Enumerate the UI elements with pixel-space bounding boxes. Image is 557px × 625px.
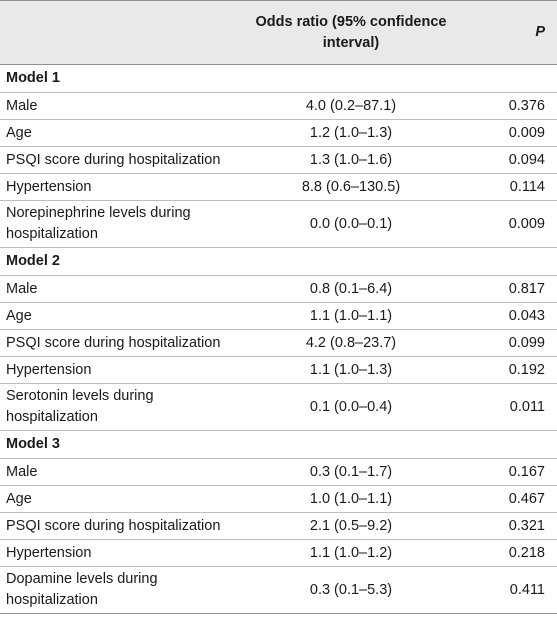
row-odds-ratio: 0.0 (0.0–0.1) [309,215,393,232]
row-p-value: 0.192 [508,361,545,378]
row-label: Norepinephrine levels during hospitaliza… [6,205,191,242]
row-p-value: 0.009 [508,215,545,232]
header-p-value: P [535,24,545,40]
row-p-value: 0.114 [509,178,545,195]
row-p-value: 0.467 [508,490,545,507]
row-p-value: 0.218 [508,544,545,561]
row-odds-ratio: 1.0 (1.0–1.1) [309,490,393,507]
row-odds-ratio: 4.2 (0.8–23.7) [305,334,397,351]
row-odds-ratio: 1.1 (1.0–1.3) [309,361,393,378]
row-odds-ratio: 1.3 (1.0–1.6) [309,151,393,168]
model-title: Model 3 [6,436,60,452]
model-title: Model 1 [6,70,60,86]
row-odds-ratio: 0.3 (0.1–5.3) [309,581,393,598]
table-row: Male 0.8 (0.1–6.4) 0.817 [0,275,557,303]
row-label: PSQI score during hospitalization [6,151,221,168]
table-row: Age 1.1 (1.0–1.1) 0.043 [0,302,557,330]
row-odds-ratio: 1.1 (1.0–1.1) [309,307,393,324]
row-odds-ratio: 0.8 (0.1–6.4) [309,280,393,297]
table-row: Dopamine levels during hospitalization 0… [0,566,557,614]
row-label: PSQI score during hospitalization [6,517,221,534]
row-p-value: 0.094 [508,151,545,168]
row-label: Serotonin levels during hospitalization [6,388,154,425]
row-p-value: 0.321 [508,517,545,534]
table-row: PSQI score during hospitalization 2.1 (0… [0,512,557,540]
table-row: Age 1.2 (1.0–1.3) 0.009 [0,119,557,147]
row-label: Male [6,463,38,480]
table-row: PSQI score during hospitalization 1.3 (1… [0,146,557,174]
row-label: Dopamine levels during hospitalization [6,571,158,608]
table-row: Age 1.0 (1.0–1.1) 0.467 [0,485,557,513]
model-heading-row: Model 1 [0,64,557,93]
model-heading-row: Model 2 [0,247,557,276]
row-odds-ratio: 4.0 (0.2–87.1) [305,97,397,114]
row-label: Hypertension [6,544,92,561]
header-odds-ratio: Odds ratio (95% confidence interval) [255,13,447,51]
row-odds-ratio: 8.8 (0.6–130.5) [301,178,401,195]
row-odds-ratio: 1.1 (1.0–1.2) [309,544,393,561]
model-title: Model 2 [6,253,60,269]
row-label: Hypertension [6,178,92,195]
table-row: PSQI score during hospitalization 4.2 (0… [0,329,557,357]
row-label: Age [6,124,32,141]
row-p-value: 0.167 [508,463,545,480]
row-p-value: 0.099 [508,334,545,351]
header-variable [0,1,236,65]
row-p-value: 0.376 [508,97,545,114]
row-label: Male [6,280,38,297]
model-heading-row: Model 3 [0,430,557,459]
row-p-value: 0.011 [509,398,545,415]
table-row: Norepinephrine levels during hospitaliza… [0,200,557,248]
row-odds-ratio: 0.1 (0.0–0.4) [309,398,393,415]
row-label: Male [6,97,38,114]
row-label: Age [6,490,32,507]
table-row: Male 4.0 (0.2–87.1) 0.376 [0,92,557,120]
table-row: Male 0.3 (0.1–1.7) 0.167 [0,458,557,486]
table-row: Hypertension 1.1 (1.0–1.2) 0.218 [0,539,557,567]
row-odds-ratio: 0.3 (0.1–1.7) [309,463,393,480]
row-odds-ratio: 1.2 (1.0–1.3) [309,124,393,141]
row-p-value: 0.817 [508,280,545,297]
row-odds-ratio: 2.1 (0.5–9.2) [309,517,393,534]
row-p-value: 0.411 [509,581,545,598]
row-label: Age [6,307,32,324]
row-label: Hypertension [6,361,92,378]
row-p-value: 0.009 [508,124,545,141]
row-label: PSQI score during hospitalization [6,334,221,351]
table-row: Serotonin levels during hospitalization … [0,383,557,431]
table-header-row: Odds ratio (95% confidence interval) P [0,0,557,65]
row-p-value: 0.043 [508,307,545,324]
table-row: Hypertension 1.1 (1.0–1.3) 0.192 [0,356,557,384]
table-row: Hypertension 8.8 (0.6–130.5) 0.114 [0,173,557,201]
